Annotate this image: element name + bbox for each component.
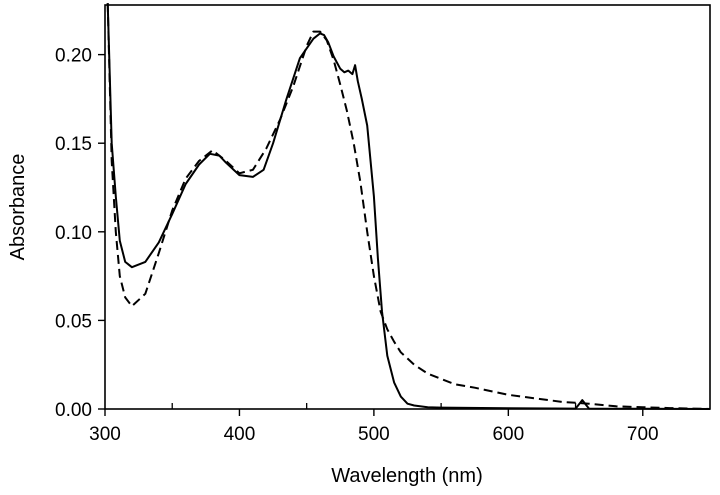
- y-axis: 0.00 0.05 0.10 0.15 0.20: [55, 46, 105, 421]
- plot-frame: [104, 4, 711, 410]
- y-tick-label: 0.15: [55, 134, 92, 155]
- x-tick-label: 400: [224, 424, 256, 445]
- x-tick-label: 500: [358, 424, 390, 445]
- series-line-dashed: [106, 3, 711, 410]
- series-layer: [106, 3, 711, 410]
- x-axis: 300 400 500 600 700: [89, 403, 659, 445]
- x-tick-label: 300: [89, 424, 121, 445]
- y-tick-label: 0.05: [55, 311, 92, 332]
- x-tick-label: 700: [627, 424, 659, 445]
- series-line-solid: [106, 3, 711, 410]
- y-tick-label: 0.20: [55, 46, 92, 67]
- x-tick-label: 600: [492, 424, 524, 445]
- y-tick-label: 0.00: [55, 400, 92, 421]
- x-axis-title: Wavelength (nm): [331, 465, 483, 487]
- y-axis-title: Absorbance: [7, 154, 29, 261]
- y-tick-label: 0.10: [55, 223, 92, 244]
